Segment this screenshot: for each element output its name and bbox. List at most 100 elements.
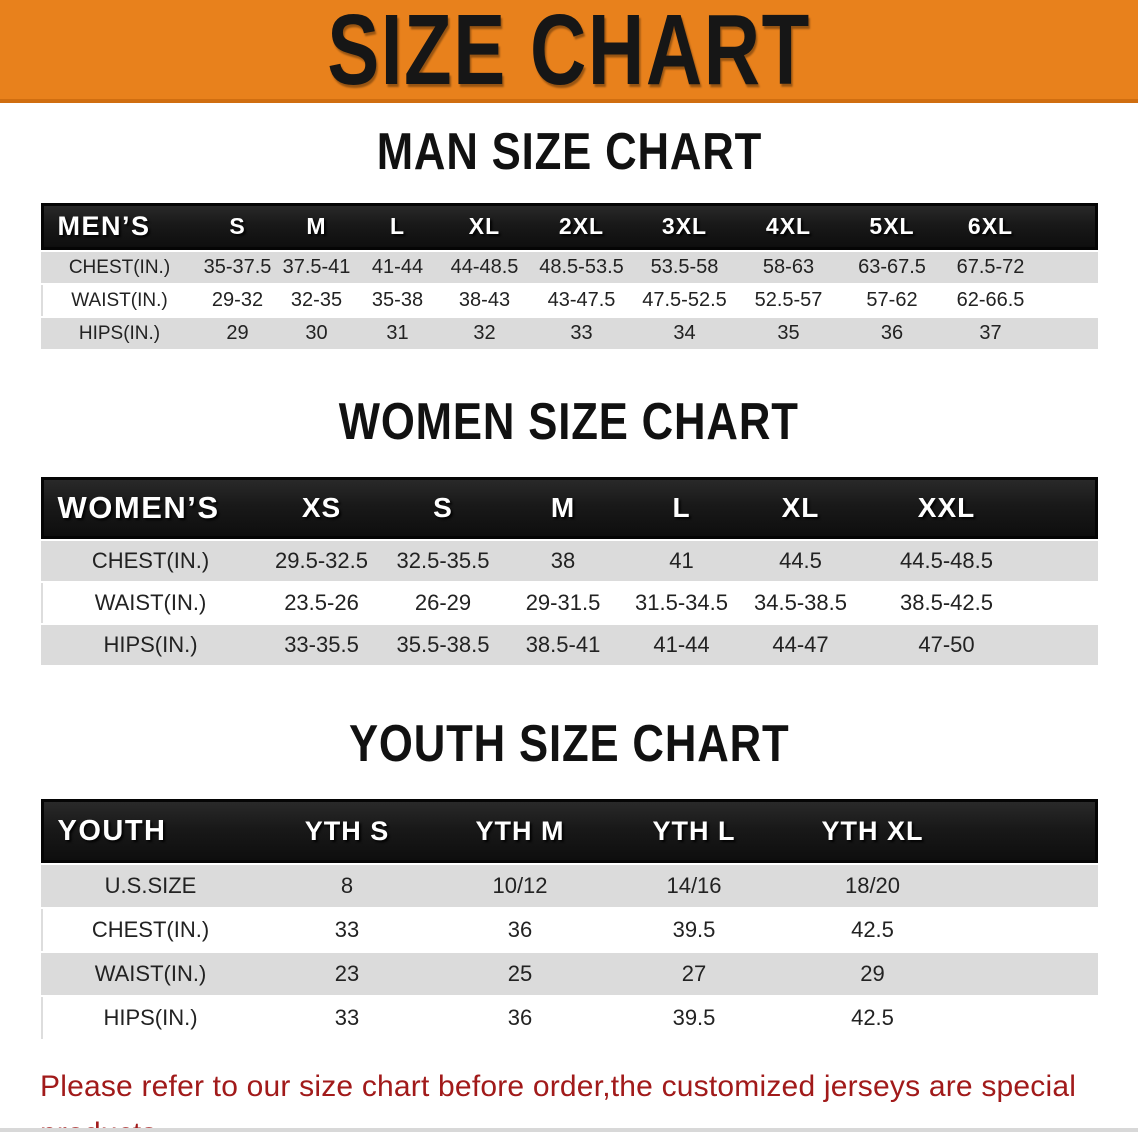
men-header-row: MEN’S S M L XL 2XL 3XL 4XL 5XL 6XL <box>40 203 1098 250</box>
measurement-value: 33 <box>334 917 360 942</box>
women-measurement-row: WAIST(IN.) 23.5-26 26-29 29-31.5 31.5-34.5 34… <box>40 583 1098 623</box>
youth-measurement-row: CHEST(IN.) 33 36 39.5 42.5 <box>40 909 1098 951</box>
measurement-label: CHEST(IN.) <box>91 917 210 942</box>
measurement-value: 41 <box>669 548 694 573</box>
youth-section-heading: YOUTH SIZE CHART <box>0 717 1138 781</box>
measurement-value: 10/12 <box>492 873 548 898</box>
row-filler <box>1038 318 1098 349</box>
measurement-value: 63-67.5 <box>858 256 926 278</box>
banner: SIZE CHART <box>0 0 1138 103</box>
row-filler <box>964 953 1098 995</box>
measurement-value: 18/20 <box>844 873 901 898</box>
measurement-label: WAIST(IN.) <box>94 961 207 986</box>
disclaimer: Please refer to our size chart before or… <box>40 1063 1138 1132</box>
men-size-header: 5XL <box>869 213 915 239</box>
measurement-label: CHEST(IN.) <box>91 548 210 573</box>
measurement-value: 38.5-41 <box>525 632 601 657</box>
women-size-header: M <box>550 492 576 523</box>
measurement-label: U.S.SIZE <box>104 873 197 898</box>
row-filler <box>1033 583 1098 623</box>
men-measurement-row: CHEST(IN.) 35-37.5 37.5-41 41-44 44-48.5 48.5… <box>40 252 1098 283</box>
youth-size-header: YTH XL <box>821 815 924 846</box>
measurement-value: 35-38 <box>371 289 424 311</box>
row-filler <box>1033 541 1098 581</box>
youth-section-heading-text: YOUTH SIZE CHART <box>348 715 790 773</box>
measurement-value: 29.5-32.5 <box>275 548 368 573</box>
measurement-value: 32.5-35.5 <box>396 548 490 573</box>
men-size-header: L <box>389 213 406 239</box>
disclaimer-line-1: Please refer to our size chart before or… <box>40 1070 1077 1132</box>
women-size-table: WOMEN’S XS S M L XL XXL CHEST(IN.) 29.5-32.5 32.5… <box>40 477 1098 665</box>
measurement-label: CHEST(IN.) <box>68 256 171 278</box>
men-size-header: S <box>229 213 246 239</box>
measurement-value: 62-66.5 <box>956 289 1025 311</box>
men-section-heading: MAN SIZE CHART <box>0 125 1138 189</box>
youth-size-header: YTH S <box>304 815 390 846</box>
youth-measurement-row: U.S.SIZE 8 10/12 14/16 18/20 <box>40 865 1098 907</box>
men-header-label: MEN’S <box>57 211 151 241</box>
measurement-value: 36 <box>507 1005 533 1030</box>
men-header-filler <box>1038 203 1098 250</box>
measurement-value: 33 <box>570 322 593 344</box>
measurement-value: 58-63 <box>762 256 815 278</box>
men-size-header: M <box>306 213 327 239</box>
women-measurement-row: CHEST(IN.) 29.5-32.5 32.5-35.5 38 41 44.5 44.5… <box>40 541 1098 581</box>
measurement-value: 44-48.5 <box>450 256 519 278</box>
measurement-value: 52.5-57 <box>754 289 823 311</box>
men-size-header: 6XL <box>967 213 1014 239</box>
measurement-label: HIPS(IN.) <box>78 322 161 344</box>
women-header-row: WOMEN’S XS S M L XL XXL <box>40 477 1098 539</box>
men-size-table: MEN’S S M L XL 2XL 3XL 4XL 5XL 6XL CHEST(IN.) 35-37… <box>40 203 1098 349</box>
measurement-value: 29-31.5 <box>525 590 601 615</box>
men-size-header: 2XL <box>558 213 605 239</box>
measurement-value: 35.5-38.5 <box>396 632 490 657</box>
measurement-value: 36 <box>880 322 904 344</box>
women-size-header: S <box>433 492 453 523</box>
measurement-value: 8 <box>340 873 354 898</box>
measurement-value: 29-32 <box>211 289 264 311</box>
measurement-value: 30 <box>305 322 328 344</box>
measurement-value: 47.5-52.5 <box>642 289 727 311</box>
measurement-label: WAIST(IN.) <box>94 590 207 615</box>
measurement-value: 31 <box>386 322 409 344</box>
measurement-value: 43-47.5 <box>547 289 616 311</box>
measurement-value: 38.5-42.5 <box>900 590 993 615</box>
measurement-value: 44-47 <box>772 632 829 657</box>
measurement-value: 35-37.5 <box>203 256 272 278</box>
measurement-value: 29 <box>226 322 249 344</box>
measurement-value: 27 <box>681 961 707 986</box>
women-section-heading: WOMEN SIZE CHART <box>0 395 1138 459</box>
measurement-value: 33-35.5 <box>284 632 359 657</box>
measurement-value: 34.5-38.5 <box>754 590 847 615</box>
women-size-header: XS <box>301 492 342 523</box>
measurement-value: 38 <box>550 548 576 573</box>
men-size-header: 4XL <box>765 213 812 239</box>
measurement-value: 14/16 <box>666 873 722 898</box>
measurement-value: 47-50 <box>918 632 975 657</box>
measurement-value: 31.5-34.5 <box>635 590 728 615</box>
measurement-value: 37.5-41 <box>282 256 351 278</box>
youth-size-header: YTH M <box>475 815 565 846</box>
measurement-value: 35 <box>777 322 800 344</box>
row-filler <box>1038 285 1098 316</box>
women-size-header: XXL <box>917 492 976 523</box>
women-measurement-row: HIPS(IN.) 33-35.5 35.5-38.5 38.5-41 41-44 44-… <box>40 625 1098 665</box>
measurement-value: 26-29 <box>414 590 472 615</box>
women-header-label: WOMEN’S <box>57 490 220 525</box>
men-section-heading-text: MAN SIZE CHART <box>376 123 762 181</box>
measurement-label: HIPS(IN.) <box>103 1005 198 1030</box>
row-filler <box>964 997 1098 1039</box>
row-filler <box>1038 252 1098 283</box>
men-size-header: 3XL <box>661 213 708 239</box>
measurement-value: 57-62 <box>866 289 918 311</box>
measurement-value: 41-44 <box>653 632 710 657</box>
youth-size-header: YTH L <box>652 815 736 846</box>
men-size-header: XL <box>468 213 501 239</box>
youth-measurement-row: WAIST(IN.) 23 25 27 29 <box>40 953 1098 995</box>
measurement-value: 23.5-26 <box>284 590 359 615</box>
measurement-value: 39.5 <box>672 1005 716 1030</box>
measurement-value: 48.5-53.5 <box>539 256 624 278</box>
measurement-value: 33 <box>334 1005 360 1030</box>
men-measurement-row: HIPS(IN.) 29 30 31 32 33 34 35 36 37 <box>40 318 1098 349</box>
